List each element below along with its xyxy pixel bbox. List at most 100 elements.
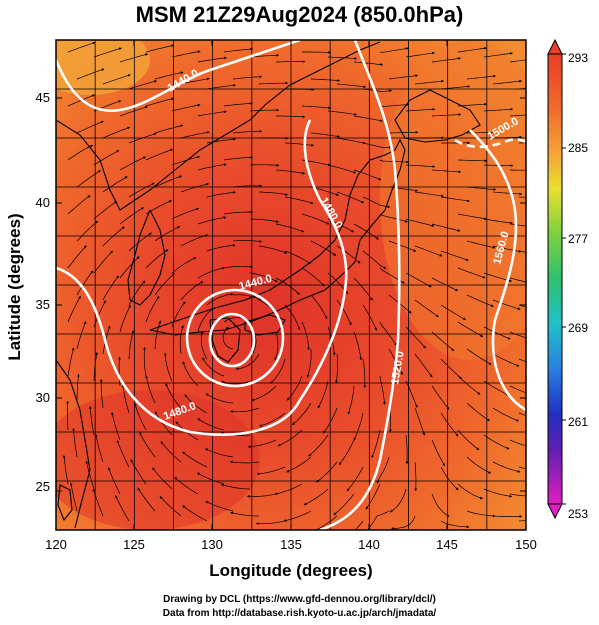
- streamline: [457, 159, 488, 163]
- streamline: [310, 132, 341, 138]
- streamline: [102, 74, 131, 85]
- streamline: [518, 412, 526, 417]
- streamline: [163, 352, 173, 382]
- coastline-hokkaido: [394, 89, 481, 143]
- streamline: [76, 373, 80, 403]
- streamline: [323, 407, 338, 434]
- streamline: [388, 74, 419, 80]
- streamline: [509, 385, 526, 394]
- streamline: [67, 245, 87, 269]
- streamline: [67, 144, 94, 161]
- streamline: [308, 434, 329, 457]
- streamline: [457, 213, 487, 221]
- streamline: [440, 304, 467, 321]
- streamline: [388, 240, 417, 252]
- streamline: [145, 375, 156, 404]
- streamline: [222, 326, 234, 350]
- streamline: [466, 402, 490, 422]
- streamline: [154, 273, 175, 296]
- streamline: [292, 402, 312, 426]
- streamline: [171, 207, 200, 220]
- contour-1520: [319, 40, 401, 530]
- streamline: [205, 393, 234, 404]
- streamline: [230, 511, 259, 517]
- streamline: [379, 103, 410, 107]
- streamline: [93, 300, 106, 328]
- streamline: [336, 245, 361, 264]
- streamline: [518, 304, 526, 308]
- streamline: [197, 308, 214, 333]
- streamline: [509, 439, 526, 447]
- x-tick-label: 130: [201, 537, 223, 552]
- streamline: [362, 142, 392, 149]
- streamline: [405, 218, 435, 227]
- y-tick-label: 40: [36, 195, 50, 210]
- streamline: [111, 411, 121, 441]
- streamline: [67, 41, 96, 53]
- streamline: [466, 186, 497, 191]
- streamline: [275, 169, 306, 175]
- streamline: [284, 142, 315, 147]
- streamline: [128, 80, 158, 90]
- streamline: [327, 110, 358, 116]
- streamline: [130, 459, 147, 485]
- streamline: [67, 195, 91, 215]
- streamline: [316, 461, 338, 483]
- streamline: [184, 394, 208, 414]
- contour-1560: [469, 129, 526, 412]
- streamline: [93, 47, 122, 58]
- colorbar-bottom-arrow: [547, 503, 563, 520]
- streamline: [223, 155, 254, 161]
- streamline: [509, 277, 526, 283]
- streamline: [440, 196, 470, 203]
- streamline: [283, 510, 312, 522]
- contour-1480: [56, 119, 348, 436]
- streamline: [206, 244, 236, 252]
- x-tick-label: 140: [358, 537, 380, 552]
- streamline: [159, 496, 182, 517]
- streamline: [371, 429, 381, 459]
- streamline: [76, 68, 105, 80]
- streamline: [431, 385, 450, 410]
- streamline: [93, 150, 120, 166]
- streamline: [354, 520, 364, 530]
- streamline: [76, 120, 104, 134]
- streamline: [353, 169, 382, 181]
- streamline: [232, 75, 263, 80]
- streamline: [85, 460, 95, 490]
- streamline: [88, 406, 95, 436]
- streamline: [492, 515, 523, 518]
- streamline: [249, 272, 278, 283]
- footer-credit-data: Data from http://database.rish.kyoto-u.a…: [162, 608, 437, 619]
- streamline: [182, 451, 208, 468]
- streamline: [431, 277, 459, 292]
- streamline: [154, 320, 162, 350]
- colorbar-label: 269: [568, 321, 588, 335]
- streamline: [258, 191, 289, 196]
- warm-region-south: [56, 390, 260, 530]
- streamline: [137, 487, 156, 512]
- streamline: [362, 250, 387, 269]
- streamline: [179, 325, 184, 355]
- streamline: [440, 85, 471, 90]
- streamline: [134, 403, 147, 431]
- streamline: [518, 466, 526, 470]
- streamline: [119, 304, 131, 333]
- streamline: [440, 412, 459, 437]
- streamline: [180, 77, 210, 85]
- coastline-asia: [56, 41, 381, 211]
- streamline: [492, 353, 520, 367]
- streamline: [405, 434, 409, 465]
- streamline: [143, 346, 147, 377]
- streamline: [301, 321, 310, 351]
- streamline: [388, 186, 419, 192]
- colorbar-label: 277: [568, 232, 588, 246]
- axis-ticks: [55, 40, 527, 530]
- streamline: [431, 439, 446, 467]
- streamline: [492, 299, 521, 310]
- streamline: [405, 326, 426, 349]
- streamline: [182, 505, 208, 522]
- streamline: [457, 46, 487, 53]
- streamline: [128, 182, 155, 198]
- streamline: [457, 102, 488, 107]
